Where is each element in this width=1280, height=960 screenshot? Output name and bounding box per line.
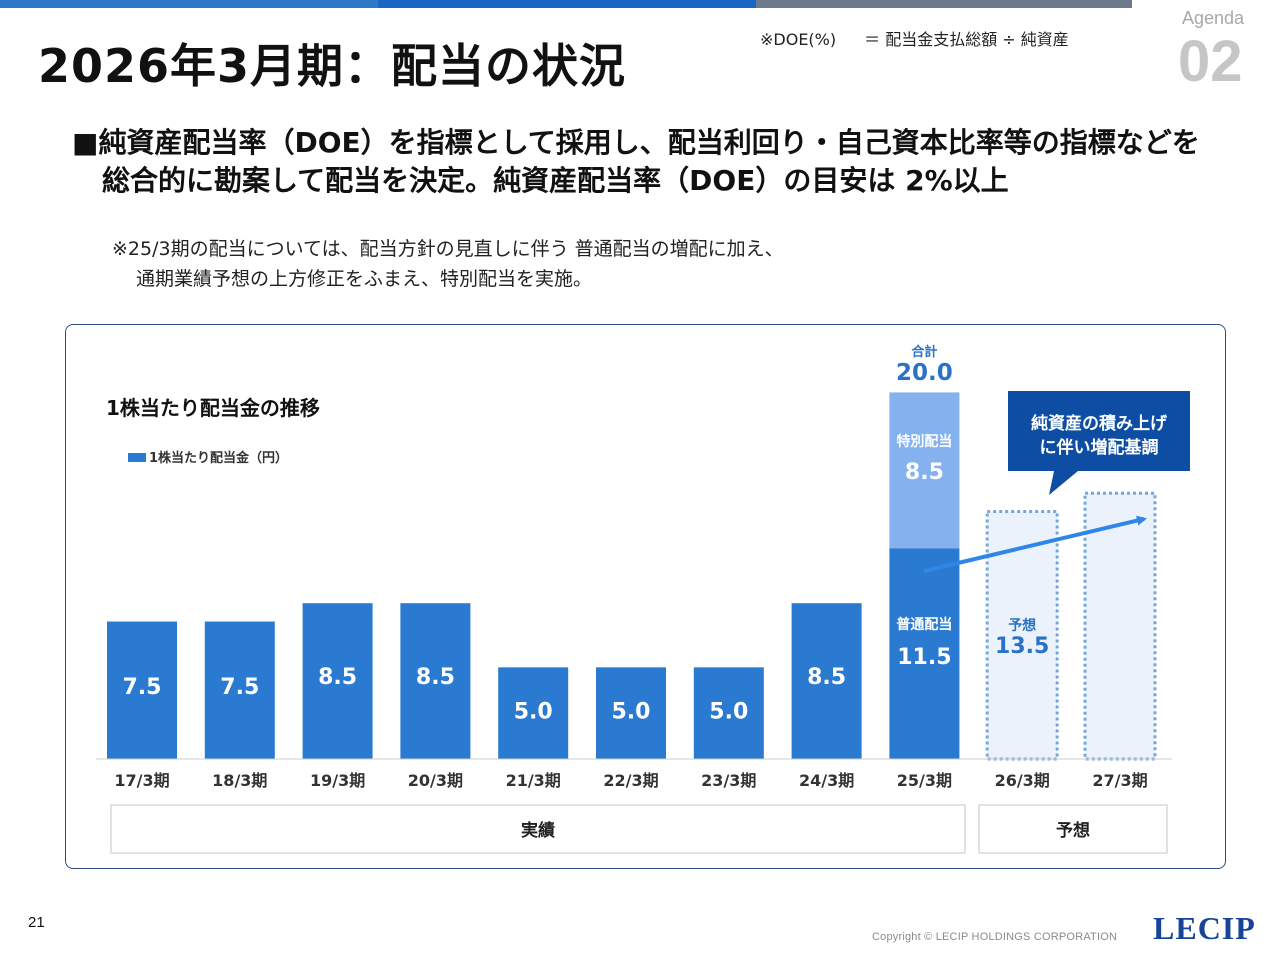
doe-label: ※DOE(%) (760, 30, 837, 49)
x-tick-label-23/3期: 23/3期 (701, 771, 756, 790)
bar-ordinary-value: 11.5 (897, 645, 951, 670)
bar-special-value: 8.5 (905, 460, 944, 485)
legend-label: 1株当たり配当金（円） (149, 450, 288, 466)
bar-value-label-23/3期: 5.0 (709, 700, 748, 725)
agenda-label: Agenda (1182, 8, 1245, 28)
note-line-1: ※25/3期の配当については、配当方針の見直しに伴う 普通配当の増配に加え、 (112, 238, 784, 260)
x-tick-label-19/3期: 19/3期 (310, 771, 365, 790)
x-tick-label-18/3期: 18/3期 (212, 771, 267, 790)
bar-20/3期 (400, 603, 471, 759)
bar-total-label: 合計 (911, 344, 937, 360)
dividend-chart: 1株当たり配当金の推移 1株当たり配当金（円） 7.5 17/3期 7.5 18/3期 8.… (96, 344, 1190, 854)
bar-forecast-value: 13.5 (995, 634, 1049, 659)
bar-special-25/3期 (889, 392, 960, 549)
bar-18/3期 (204, 621, 275, 759)
doe-formula: ＝ 配当金支払総額 ÷ 純資産 (864, 30, 1069, 49)
bar-value-label-22/3期: 5.0 (612, 700, 651, 725)
period-label-actual: 実績 (521, 820, 555, 841)
copyright: Copyright © LECIP HOLDINGS CORPORATION (872, 931, 1118, 943)
bar-23/3期 (693, 667, 764, 759)
legend-swatch (128, 453, 146, 462)
bar-21/3期 (498, 667, 569, 759)
callout-pointer (1049, 471, 1078, 495)
bar-value-label-18/3期: 7.5 (220, 675, 259, 700)
agenda-number: 02 (1178, 29, 1243, 94)
x-tick-label-17/3期: 17/3期 (114, 771, 169, 790)
bar-value-label-24/3期: 8.5 (807, 665, 846, 690)
x-tick-label-26/3期: 26/3期 (995, 771, 1050, 790)
bar-24/3期 (791, 603, 862, 759)
bar-22/3期 (596, 667, 666, 759)
bar-ordinary-label: 普通配当 (896, 616, 952, 633)
callout-line-2: に伴い増配基調 (1040, 437, 1159, 458)
callout-line-1: 純資産の積み上げ (1031, 413, 1168, 434)
period-box-forecast (978, 804, 1168, 854)
bar-value-label-20/3期: 8.5 (416, 665, 455, 690)
bar-17/3期 (107, 621, 177, 759)
period-box-actual (110, 804, 966, 854)
policy-line-1: ■純資産配当率（DOE）を指標として採用し、配当利回り・自己資本比率等の指標など… (72, 126, 1200, 159)
top-bar-segment-1 (0, 0, 378, 8)
top-bar-segment-2 (378, 0, 756, 8)
bar-value-label-17/3期: 7.5 (123, 675, 162, 700)
period-label-forecast: 予想 (1056, 820, 1090, 841)
policy-line-2: 総合的に勘案して配当を決定。純資産配当率（DOE）の目安は 2%以上 (102, 164, 1009, 197)
x-tick-label-22/3期: 22/3期 (603, 771, 658, 790)
bar-forecast-27/3期 (1083, 491, 1157, 761)
bar-ordinary-25/3期 (889, 548, 960, 759)
callout-box (1008, 391, 1190, 471)
bar-forecast-label: 予想 (1008, 617, 1036, 634)
bar-total-value: 20.0 (896, 360, 953, 386)
top-bar-segment-3 (756, 0, 1132, 8)
chart-title: 1株当たり配当金の推移 (106, 396, 320, 420)
trend-arrow (923, 515, 1147, 573)
x-tick-label-21/3期: 21/3期 (506, 771, 561, 790)
x-tick-label-24/3期: 24/3期 (799, 771, 854, 790)
doe-definition: ※DOE(%) ＝ 配当金支払総額 ÷ 純資産 (760, 26, 1069, 50)
top-color-bar (0, 0, 1280, 8)
page-title: 2026年3月期：配当の状況 (38, 39, 627, 93)
x-tick-label-20/3期: 20/3期 (408, 771, 463, 790)
bar-special-label: 特別配当 (896, 433, 952, 450)
bar-value-label-19/3期: 8.5 (318, 665, 357, 690)
dividend-policy: ■純資産配当率（DOE）を指標として採用し、配当利回り・自己資本比率等の指標など… (72, 124, 1200, 200)
company-logo: LECIP (1153, 910, 1256, 946)
x-tick-label-25/3期: 25/3期 (897, 771, 952, 790)
bar-19/3期 (302, 603, 373, 759)
special-dividend-note: ※25/3期の配当については、配当方針の見直しに伴う 普通配当の増配に加え、 通… (112, 234, 784, 294)
bar-value-label-21/3期: 5.0 (514, 700, 553, 725)
chart-panel: 1株当たり配当金の推移 1株当たり配当金（円） 7.5 17/3期 7.5 18/3期 8.… (65, 324, 1226, 869)
note-line-2: 通期業績予想の上方修正をふまえ、特別配当を実施。 (136, 268, 593, 290)
x-tick-label-27/3期: 27/3期 (1092, 771, 1147, 790)
page-number: 21 (28, 914, 45, 931)
